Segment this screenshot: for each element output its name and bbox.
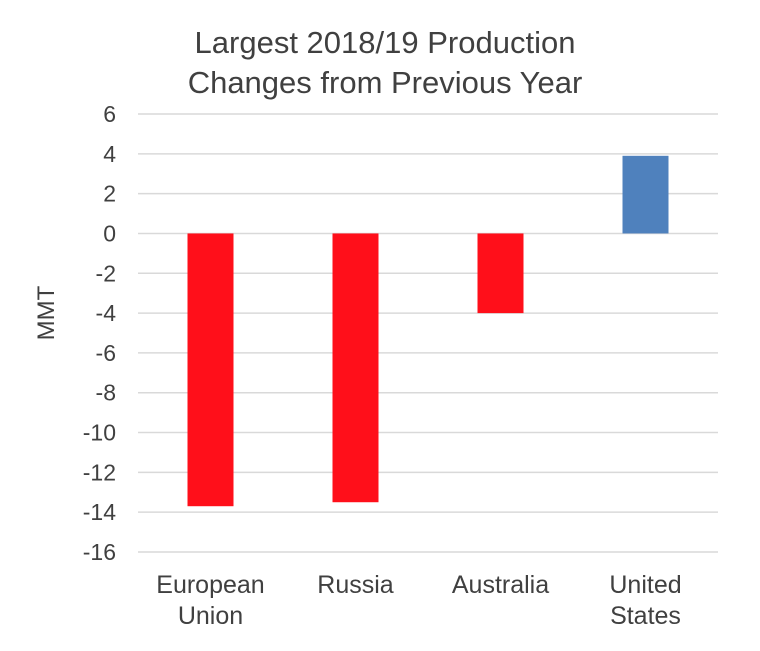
x-axis-categories: European Union Russia Australia United States [156,571,681,630]
y-tick-label: -14 [83,499,116,525]
x-category-label: Australia [452,571,549,599]
x-category-label: United States [609,571,681,630]
y-tick-label: -10 [83,420,116,446]
y-tick-label: -6 [96,340,116,366]
bar [477,233,524,314]
y-tick-label: -16 [83,539,116,565]
gridlines [138,113,718,553]
y-tick-label: -12 [83,459,116,485]
x-category-label: European Union [156,571,264,630]
y-tick-label: -4 [96,300,117,326]
chart-title: Largest 2018/19 Production Changes from … [188,25,583,100]
x-category-label: Russia [317,571,394,599]
bar [622,155,669,234]
y-axis-title: MMT [33,285,60,340]
bars [187,155,669,507]
y-tick-label: 2 [103,181,116,207]
y-tick-label: -2 [96,260,116,286]
y-tick-label: -8 [96,380,116,406]
y-tick-label: 4 [103,141,116,167]
y-axis-ticks: 6 4 2 0 -2 -4 -6 -8 -10 -12 -14 -16 [83,101,116,565]
chart-title-line-2: Changes from Previous Year [188,65,583,100]
bar [332,233,379,503]
y-tick-label: 6 [103,101,116,127]
y-tick-label: 0 [103,220,116,246]
bar [187,233,234,507]
chart-title-line-1: Largest 2018/19 Production [195,25,576,60]
